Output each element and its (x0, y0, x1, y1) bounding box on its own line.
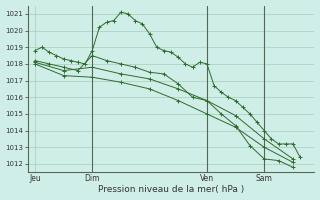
X-axis label: Pression niveau de la mer( hPa ): Pression niveau de la mer( hPa ) (98, 185, 244, 194)
